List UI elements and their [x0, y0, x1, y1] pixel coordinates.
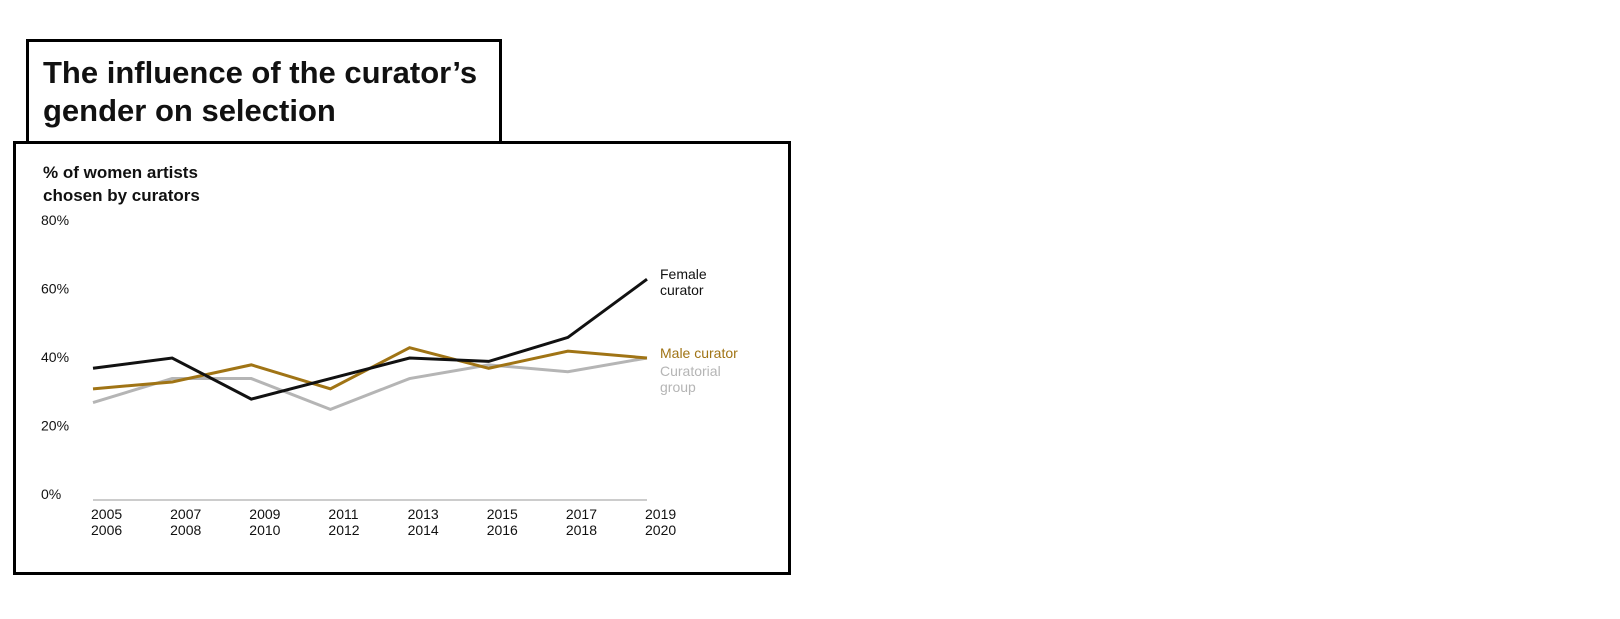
- x-tick-label: 2015: [487, 506, 518, 522]
- series-label: group: [660, 379, 696, 395]
- line-chart: % of women artists chosen by curators 0%…: [41, 163, 738, 538]
- x-tick-label: 2018: [566, 522, 597, 538]
- x-tick-label: 2014: [408, 522, 439, 538]
- y-axis-label-line-2: chosen by curators: [43, 186, 200, 205]
- series-label: Female: [660, 266, 707, 282]
- x-tick-label: 2010: [249, 522, 280, 538]
- series-label: curator: [660, 282, 704, 298]
- y-tick-label: 20%: [41, 418, 69, 434]
- x-tick-label: 2008: [170, 522, 201, 538]
- x-tick-label: 2012: [328, 522, 359, 538]
- x-tick-label: 2005: [91, 506, 122, 522]
- x-tick-label: 2017: [566, 506, 597, 522]
- y-tick-label: 0%: [41, 486, 61, 502]
- series-label: Male curator: [660, 345, 738, 361]
- x-tick-label: 2007: [170, 506, 201, 522]
- x-tick-label: 2019: [645, 506, 676, 522]
- y-tick-label: 40%: [41, 349, 69, 365]
- series-lines: [92, 278, 648, 411]
- y-axis-label-line-1: % of women artists: [43, 163, 198, 182]
- series-label: Curatorial: [660, 363, 721, 379]
- y-tick-label: 80%: [41, 212, 69, 228]
- x-tick-label: 2013: [408, 506, 439, 522]
- y-tick-label: 60%: [41, 281, 69, 297]
- chart-title-line-2: gender on selection: [43, 93, 336, 128]
- chart-title-line-1: The influence of the curator’s: [43, 55, 478, 90]
- chart-panel: % of women artists chosen by curators 0%…: [13, 141, 791, 575]
- x-tick-label: 2016: [487, 522, 518, 538]
- series-line-0: [92, 356, 648, 411]
- series-line-2: [92, 278, 648, 401]
- title-box: The influence of the curator’s gender on…: [26, 39, 502, 142]
- chart-title: The influence of the curator’s gender on…: [43, 54, 493, 130]
- x-tick-label: 2011: [328, 506, 358, 522]
- x-tick-label: 2006: [91, 522, 122, 538]
- x-tick-label: 2009: [249, 506, 280, 522]
- y-axis-ticks: 0% 20% 40% 60% 80%: [41, 212, 69, 502]
- x-tick-label: 2020: [645, 522, 676, 538]
